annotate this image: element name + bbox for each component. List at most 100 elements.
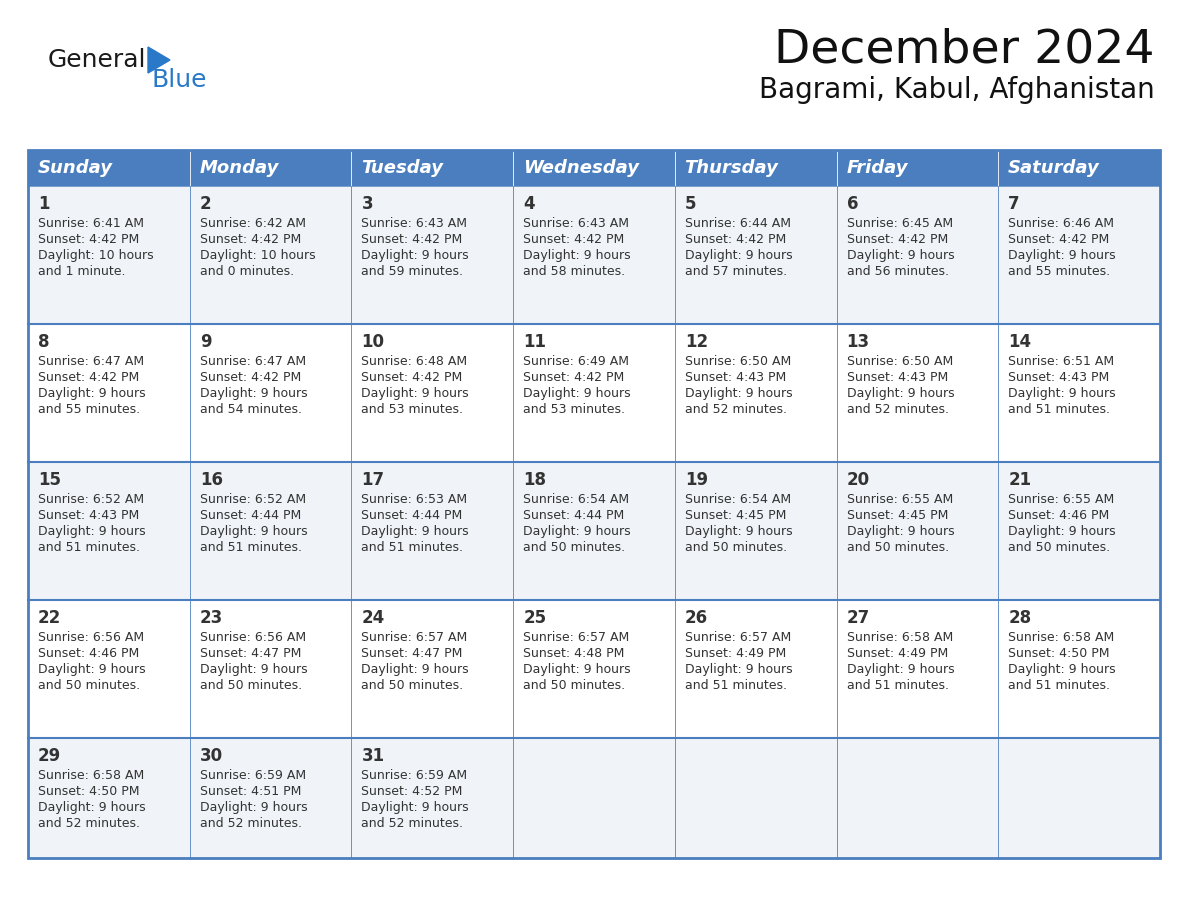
Bar xyxy=(513,186,675,324)
Text: Daylight: 10 hours: Daylight: 10 hours xyxy=(200,250,315,263)
Text: 13: 13 xyxy=(847,333,870,351)
Text: Sunrise: 6:55 AM: Sunrise: 6:55 AM xyxy=(1009,493,1114,507)
Text: 16: 16 xyxy=(200,471,222,489)
Text: and 51 minutes.: and 51 minutes. xyxy=(200,542,302,554)
Text: Daylight: 9 hours: Daylight: 9 hours xyxy=(847,525,954,538)
Bar xyxy=(836,186,998,324)
Text: 6: 6 xyxy=(847,195,858,213)
Text: Saturday: Saturday xyxy=(1007,159,1100,177)
Text: Daylight: 10 hours: Daylight: 10 hours xyxy=(38,250,153,263)
Text: Sunrise: 6:47 AM: Sunrise: 6:47 AM xyxy=(200,355,305,368)
Bar xyxy=(352,324,513,462)
Text: Sunset: 4:45 PM: Sunset: 4:45 PM xyxy=(684,509,786,522)
Text: 11: 11 xyxy=(523,333,546,351)
Text: Sunrise: 6:58 AM: Sunrise: 6:58 AM xyxy=(1009,632,1114,644)
Text: Daylight: 9 hours: Daylight: 9 hours xyxy=(684,250,792,263)
Text: 20: 20 xyxy=(847,471,870,489)
Text: Sunset: 4:44 PM: Sunset: 4:44 PM xyxy=(523,509,625,522)
Bar xyxy=(998,462,1159,600)
Bar xyxy=(352,150,513,186)
Text: Daylight: 9 hours: Daylight: 9 hours xyxy=(523,525,631,538)
Text: and 53 minutes.: and 53 minutes. xyxy=(523,403,625,417)
Text: Sunrise: 6:50 AM: Sunrise: 6:50 AM xyxy=(847,355,953,368)
Text: 28: 28 xyxy=(1009,609,1031,627)
Text: Sunset: 4:49 PM: Sunset: 4:49 PM xyxy=(684,647,786,660)
Text: Daylight: 9 hours: Daylight: 9 hours xyxy=(361,801,469,814)
Bar xyxy=(998,324,1159,462)
Text: and 54 minutes.: and 54 minutes. xyxy=(200,403,302,417)
Text: 1: 1 xyxy=(38,195,50,213)
Text: Sunrise: 6:56 AM: Sunrise: 6:56 AM xyxy=(200,632,305,644)
Bar xyxy=(29,324,190,462)
Text: Daylight: 9 hours: Daylight: 9 hours xyxy=(847,387,954,400)
Text: Sunset: 4:42 PM: Sunset: 4:42 PM xyxy=(684,233,786,246)
Text: 27: 27 xyxy=(847,609,870,627)
Text: Daylight: 9 hours: Daylight: 9 hours xyxy=(684,387,792,400)
Text: Sunrise: 6:51 AM: Sunrise: 6:51 AM xyxy=(1009,355,1114,368)
Text: Sunrise: 6:56 AM: Sunrise: 6:56 AM xyxy=(38,632,144,644)
Text: Sunrise: 6:55 AM: Sunrise: 6:55 AM xyxy=(847,493,953,507)
Bar xyxy=(29,186,190,324)
Text: 19: 19 xyxy=(684,471,708,489)
Text: 10: 10 xyxy=(361,333,385,351)
Bar xyxy=(836,150,998,186)
Text: Sunset: 4:43 PM: Sunset: 4:43 PM xyxy=(847,372,948,385)
Text: 24: 24 xyxy=(361,609,385,627)
Text: and 51 minutes.: and 51 minutes. xyxy=(684,679,786,692)
Text: Blue: Blue xyxy=(152,68,208,92)
Text: 17: 17 xyxy=(361,471,385,489)
Text: Sunrise: 6:52 AM: Sunrise: 6:52 AM xyxy=(200,493,305,507)
Text: Sunrise: 6:52 AM: Sunrise: 6:52 AM xyxy=(38,493,144,507)
Text: 7: 7 xyxy=(1009,195,1020,213)
Text: Daylight: 9 hours: Daylight: 9 hours xyxy=(38,801,146,814)
Text: Sunset: 4:44 PM: Sunset: 4:44 PM xyxy=(200,509,301,522)
Text: 26: 26 xyxy=(684,609,708,627)
Text: Sunset: 4:42 PM: Sunset: 4:42 PM xyxy=(847,233,948,246)
Text: and 56 minutes.: and 56 minutes. xyxy=(847,265,948,278)
Text: Sunrise: 6:58 AM: Sunrise: 6:58 AM xyxy=(847,632,953,644)
Text: Daylight: 9 hours: Daylight: 9 hours xyxy=(361,250,469,263)
Bar xyxy=(675,150,836,186)
Text: and 59 minutes.: and 59 minutes. xyxy=(361,265,463,278)
Text: and 52 minutes.: and 52 minutes. xyxy=(200,817,302,831)
Text: 2: 2 xyxy=(200,195,211,213)
Polygon shape xyxy=(148,47,170,73)
Bar xyxy=(998,150,1159,186)
Text: Daylight: 9 hours: Daylight: 9 hours xyxy=(361,525,469,538)
Bar xyxy=(836,324,998,462)
Bar xyxy=(836,462,998,600)
Bar xyxy=(29,462,190,600)
Text: Friday: Friday xyxy=(846,159,908,177)
Text: Sunrise: 6:47 AM: Sunrise: 6:47 AM xyxy=(38,355,144,368)
Text: Daylight: 9 hours: Daylight: 9 hours xyxy=(1009,664,1116,677)
Text: Sunset: 4:50 PM: Sunset: 4:50 PM xyxy=(38,786,139,799)
Text: Sunrise: 6:57 AM: Sunrise: 6:57 AM xyxy=(523,632,630,644)
Bar xyxy=(675,186,836,324)
Text: Sunset: 4:42 PM: Sunset: 4:42 PM xyxy=(1009,233,1110,246)
Text: and 52 minutes.: and 52 minutes. xyxy=(684,403,786,417)
Text: and 0 minutes.: and 0 minutes. xyxy=(200,265,293,278)
Bar xyxy=(513,600,675,738)
Text: Sunrise: 6:43 AM: Sunrise: 6:43 AM xyxy=(523,218,630,230)
Text: 4: 4 xyxy=(523,195,535,213)
Text: Sunrise: 6:43 AM: Sunrise: 6:43 AM xyxy=(361,218,467,230)
Text: and 50 minutes.: and 50 minutes. xyxy=(361,679,463,692)
Bar xyxy=(836,738,998,858)
Text: Sunset: 4:42 PM: Sunset: 4:42 PM xyxy=(523,372,625,385)
Text: 29: 29 xyxy=(38,747,62,765)
Text: and 57 minutes.: and 57 minutes. xyxy=(684,265,786,278)
Text: 22: 22 xyxy=(38,609,62,627)
Text: and 52 minutes.: and 52 minutes. xyxy=(847,403,948,417)
Text: Sunset: 4:52 PM: Sunset: 4:52 PM xyxy=(361,786,463,799)
Text: Daylight: 9 hours: Daylight: 9 hours xyxy=(847,250,954,263)
Bar xyxy=(29,600,190,738)
Text: Sunset: 4:49 PM: Sunset: 4:49 PM xyxy=(847,647,948,660)
Bar xyxy=(190,600,352,738)
Bar xyxy=(675,738,836,858)
Text: and 51 minutes.: and 51 minutes. xyxy=(361,542,463,554)
Text: Sunset: 4:43 PM: Sunset: 4:43 PM xyxy=(38,509,139,522)
Text: Sunset: 4:43 PM: Sunset: 4:43 PM xyxy=(684,372,786,385)
Text: Sunrise: 6:46 AM: Sunrise: 6:46 AM xyxy=(1009,218,1114,230)
Bar xyxy=(513,324,675,462)
Text: Sunset: 4:47 PM: Sunset: 4:47 PM xyxy=(361,647,463,660)
